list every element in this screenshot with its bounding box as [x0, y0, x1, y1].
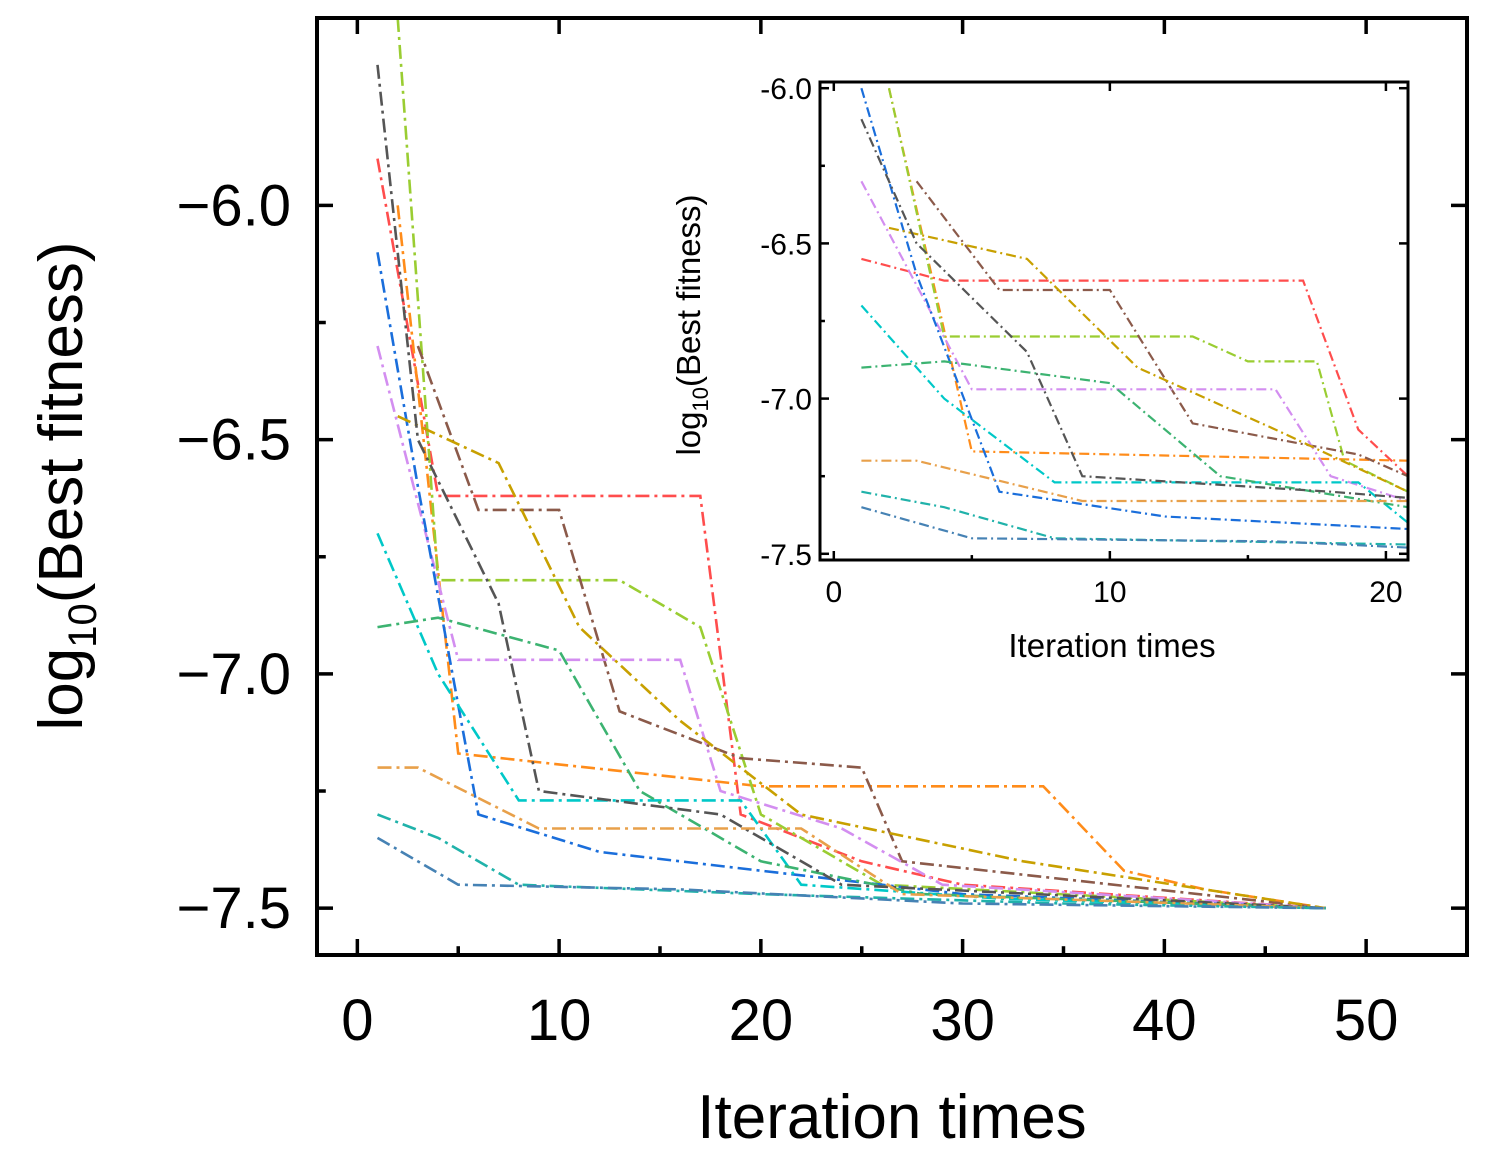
inset-y-tick-label: -6.0	[760, 73, 812, 106]
inset-series-line-7	[860, 304, 1409, 524]
main-series-line-11	[377, 766, 1326, 910]
inset-y-tick-label: -6.5	[760, 228, 812, 261]
inset-x-axis-label: Iteration times	[1008, 627, 1215, 664]
inset-series-group	[860, 87, 1409, 549]
main-y-axis-label-log: log	[27, 648, 96, 731]
main-y-tick-label: −7.0	[177, 642, 292, 707]
main-x-tick-label: 30	[930, 988, 995, 1053]
inset-series-line-10	[860, 118, 1409, 499]
main-x-tick-label: 20	[729, 988, 794, 1053]
main-series-line-10	[376, 64, 1326, 910]
inset-series-line-1	[861, 257, 1409, 478]
inset-y-axis-label-rest: (Best fitness)	[670, 194, 707, 387]
main-y-axis-label: log10(Best fitness)	[27, 241, 105, 730]
inset-y-axis-label: log10(Best fitness)	[670, 194, 713, 455]
inset-y-tick-label: -7.0	[760, 384, 812, 417]
main-y-axis-label-rest: (Best fitness)	[27, 241, 96, 603]
main-y-axis-label-subscript: 10	[61, 603, 105, 648]
inset-y-axis-label-log: log	[670, 412, 707, 456]
inset-chart: 0 10 20 -6.0 -6.5 -7.0 -7.5 Iteration times lo…	[670, 73, 1410, 664]
main-series-line-2	[396, 205, 1326, 910]
main-chart: 0 10 20 30 40 50 −6.0 −6.5 −7.0 −7.5 Iteration ti…	[27, 16, 1469, 1152]
main-series-line-13	[376, 836, 1326, 910]
main-x-tick-label: 50	[1334, 988, 1399, 1053]
inset-series-line-11	[861, 459, 1408, 503]
main-series-line-3	[396, 17, 1326, 910]
inset-series-line-8	[861, 360, 1409, 509]
main-series-line-5	[376, 345, 1326, 910]
main-y-tick-label: −6.5	[177, 408, 292, 473]
main-series-line-9	[397, 415, 1326, 910]
inset-series-line-13	[861, 506, 1409, 549]
inset-series-line-6	[860, 87, 1409, 531]
main-y-tick-label: −6.0	[177, 173, 292, 238]
inset-series-line-9	[888, 226, 1409, 493]
main-series-line-1	[376, 158, 1326, 910]
inset-background	[820, 82, 1408, 560]
inset-x-tick-label: 0	[825, 576, 842, 609]
inset-series-line-4	[915, 180, 1409, 478]
main-x-tick-label: 0	[341, 988, 373, 1053]
main-series-line-7	[376, 532, 1326, 910]
inset-x-tick-label: 10	[1093, 576, 1126, 609]
inset-x-tick-label: 20	[1369, 576, 1402, 609]
inset-ticks: 0 10 20 -6.0 -6.5 -7.0 -7.5	[760, 73, 1408, 609]
main-series-line-4	[416, 345, 1326, 910]
main-series-group	[376, 17, 1326, 910]
main-x-tick-label: 10	[527, 988, 592, 1053]
inset-y-tick-label: -7.5	[760, 539, 812, 572]
main-x-tick-label: 40	[1132, 988, 1197, 1053]
main-x-axis-label: Iteration times	[697, 1083, 1086, 1152]
main-plot-frame	[315, 16, 1469, 957]
main-y-tick-label: −7.5	[177, 876, 292, 941]
inset-series-line-5	[860, 180, 1409, 503]
main-series-line-6	[376, 252, 1326, 910]
inset-y-axis-label-subscript: 10	[688, 387, 713, 411]
main-ticks: 0 10 20 30 40 50 −6.0 −6.5 −7.0 −7.5	[177, 18, 1467, 1053]
